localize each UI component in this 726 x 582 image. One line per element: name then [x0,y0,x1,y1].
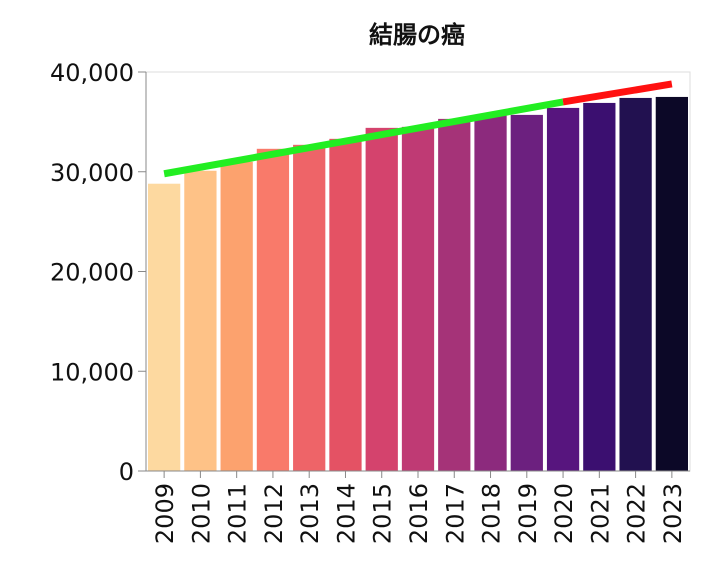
x-tick-label: 2011 [224,483,252,544]
bar-2023 [655,96,688,471]
bar-2018 [474,114,507,471]
x-tick-label: 2018 [478,483,506,544]
bar-2015 [365,127,398,472]
bar-2017 [438,118,471,471]
x-axis: 2009 2010 2011 2012 2013 2014 2015 2016 2017 2018… [146,470,690,544]
bar-2011 [220,161,253,471]
trend-line-1 [163,98,564,178]
y-tick-label: 40,000 [50,59,134,87]
y-tick-label: 20,000 [50,259,134,287]
bar-2010 [184,170,217,471]
bar-2020 [546,107,580,471]
y-tick-label: 0 [119,458,134,486]
x-tick-label: 2017 [441,483,469,544]
x-tick-label: 2010 [187,483,215,544]
y-tick-label: 30,000 [50,159,134,187]
bar-2021 [583,102,616,472]
y-tick-label: 10,000 [50,358,134,386]
bar-2013 [293,144,326,471]
x-tick-label: 2013 [296,483,324,544]
x-tick-label: 2012 [260,483,288,544]
x-tick-label: 2023 [659,483,687,544]
x-tick-label: 2014 [332,483,360,544]
chart-title: 結腸の癌 [369,21,465,49]
bar-2022 [619,97,652,471]
bar-2016 [401,126,435,472]
x-tick-label: 2019 [514,483,542,544]
x-tick-label: 2015 [369,483,397,544]
x-tick-label: 2009 [151,483,179,544]
bar-2009 [148,183,181,471]
y-axis: 0 10,000 20,000 30,000 40,000 [50,59,147,486]
trend-lines [163,80,673,178]
x-tick-label: 2022 [623,483,651,544]
bars [148,96,688,472]
trend-line-2 [562,80,673,106]
bar-2012 [256,148,290,471]
x-tick-label: 2020 [550,483,578,544]
bar-2014 [329,138,362,471]
x-tick-label: 2021 [586,483,614,544]
x-tick-label: 2016 [405,483,433,544]
bar-2019 [510,114,543,471]
